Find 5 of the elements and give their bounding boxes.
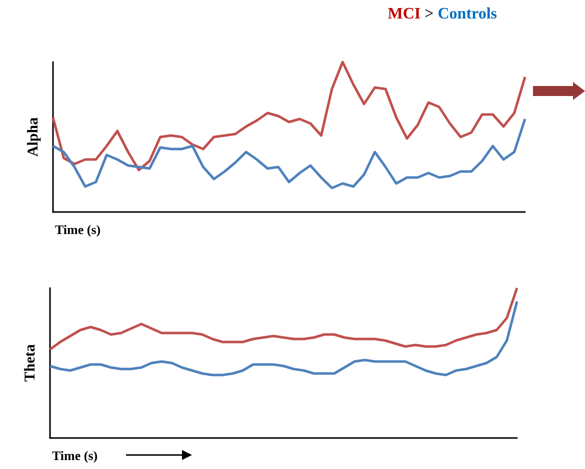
x-axis-title: Time (s) [52, 448, 98, 463]
chart-title: MCI > Controls [388, 6, 497, 22]
y-axis-title: Theta [22, 344, 38, 382]
y-axis-title: Alpha [26, 116, 42, 157]
x-axis-title: Time (s) [55, 222, 101, 237]
